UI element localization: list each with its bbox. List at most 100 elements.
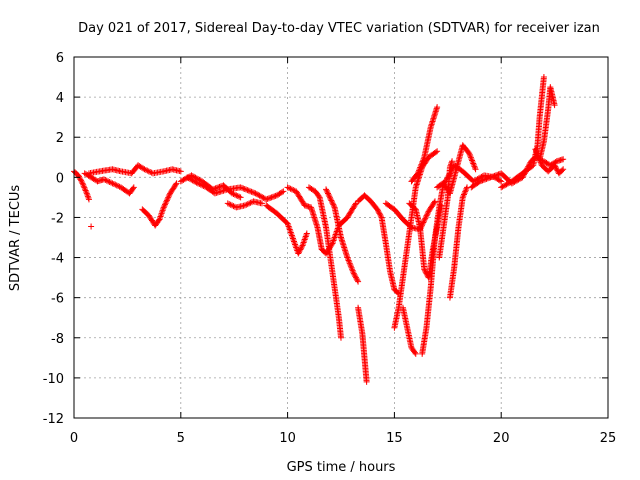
data-point-arc-22 [445, 172, 452, 179]
data-point-arc-6 [264, 195, 271, 202]
data-point-arc-23 [488, 173, 495, 180]
data-point-arc-2 [103, 177, 110, 184]
data-point-arc-6 [237, 184, 244, 191]
data-point-arc-26 [532, 146, 539, 153]
x-tick-label: 5 [177, 431, 185, 446]
data-point-arc-18 [434, 104, 441, 111]
data-point-arc-13 [375, 207, 382, 214]
data-point-arc-13 [377, 213, 384, 220]
data-point-arc-6 [196, 181, 203, 188]
data-point-arc-18 [420, 155, 427, 162]
data-point-arc-11 [347, 263, 354, 270]
data-point-arc-26 [534, 152, 541, 159]
data-point-arc-10 [315, 193, 322, 200]
data-point-arc-1 [77, 176, 84, 183]
data-point-arc-25 [551, 102, 558, 109]
chart-title: Day 021 of 2017, Sidereal Day-to-day VTE… [78, 21, 600, 36]
data-point-arc-4 [162, 200, 169, 207]
data-point-arc-8 [295, 250, 302, 257]
data-point-arc-5 [212, 185, 219, 192]
data-point-arc-17 [421, 266, 428, 273]
data-point-arc-2 [108, 179, 115, 186]
data-point-arc-9 [284, 184, 291, 191]
data-point-arc-7 [226, 201, 233, 208]
data-point-arc-18 [420, 157, 427, 164]
data-point-arc-11 [324, 189, 331, 196]
data-point-arc-2 [130, 184, 137, 191]
data-point-arc-4 [165, 194, 172, 201]
data-point-arc-11 [330, 203, 337, 210]
data-point-arc-19 [466, 150, 473, 157]
grid-lines [74, 57, 608, 418]
data-point-arc-7 [246, 200, 253, 207]
data-point-arc-3 [145, 168, 152, 175]
data-point-arc-10 [338, 334, 344, 341]
data-point-arc-23 [486, 174, 493, 181]
y-tick-label: 2 [56, 131, 64, 146]
data-point-arc-9 [288, 186, 295, 193]
data-point-arc-23 [480, 176, 487, 183]
data-point-arc-1 [85, 196, 92, 203]
data-point-arc-11 [329, 200, 336, 207]
x-tick-label: 0 [70, 431, 78, 446]
y-tick-label: -4 [51, 252, 64, 267]
data-point-arc-14 [423, 212, 430, 219]
data-point-arc-21 [461, 190, 468, 197]
data-point-arc-26 [537, 157, 544, 164]
data-point-arc-1 [78, 179, 85, 186]
data-point-arc-7 [229, 202, 236, 209]
data-point-arc-18 [417, 163, 424, 170]
data-point-arc-26 [559, 167, 566, 174]
data-point-arc-23 [475, 179, 482, 186]
data-point-arc-11 [346, 260, 353, 267]
data-point-arc-15 [432, 149, 439, 156]
data-point-arc-3 [147, 168, 154, 175]
data-point-arc-23 [476, 178, 483, 185]
data-point-arc-11 [351, 271, 358, 278]
data-point-arc-23 [490, 173, 497, 180]
data-point-outlier [88, 223, 95, 230]
x-axis-label: GPS time / hours [287, 460, 396, 475]
data-point-arc-11 [349, 266, 356, 273]
data-point-arc-6 [197, 181, 204, 188]
data-point-arc-9 [352, 201, 359, 208]
data-point-arc-11 [325, 191, 332, 198]
data-point-arc-11 [327, 196, 334, 203]
data-point-arc-4 [163, 198, 170, 205]
data-point-arc-18 [414, 170, 421, 177]
data-point-arc-5 [230, 191, 237, 198]
data-point-arc-6 [265, 195, 272, 202]
data-point-arc-26 [536, 156, 543, 163]
data-point-arc-13 [375, 209, 382, 216]
data-point-arc-2 [129, 185, 136, 192]
data-point-arc-21 [460, 192, 467, 199]
data-point-arc-14 [422, 215, 429, 222]
data-point-arc-7 [241, 202, 248, 209]
data-point-arc-5 [213, 184, 220, 191]
data-point-arc-11 [353, 275, 360, 282]
data-point-arc-22 [446, 170, 453, 177]
data-point-arc-26 [552, 163, 559, 170]
data-point-arc-1 [78, 177, 85, 184]
data-point-arc-2 [102, 177, 109, 184]
data-point-arc-11 [350, 269, 357, 276]
data-point-arc-6 [249, 189, 256, 196]
data-point-arc-5 [234, 193, 241, 200]
x-tick-label: 10 [279, 431, 296, 446]
data-point-arc-7 [247, 199, 254, 206]
y-axis-label: SDTVAR / TECUs [8, 185, 23, 292]
data-point-arc-5 [236, 193, 243, 200]
data-point-arc-11 [326, 193, 333, 200]
data-point-arc-2 [105, 178, 112, 185]
data-point-arc-19 [467, 154, 474, 161]
data-point-arc-11 [325, 190, 332, 197]
data-point-arc-6 [245, 187, 252, 194]
data-point-arc-4 [163, 197, 170, 204]
data-point-arc-4 [161, 201, 168, 208]
data-point-arc-4 [164, 195, 171, 202]
data-point-arc-11 [354, 277, 361, 284]
data-point-arc-18 [415, 168, 422, 175]
data-point-arc-2 [106, 179, 113, 186]
data-point-arc-6 [200, 183, 207, 190]
